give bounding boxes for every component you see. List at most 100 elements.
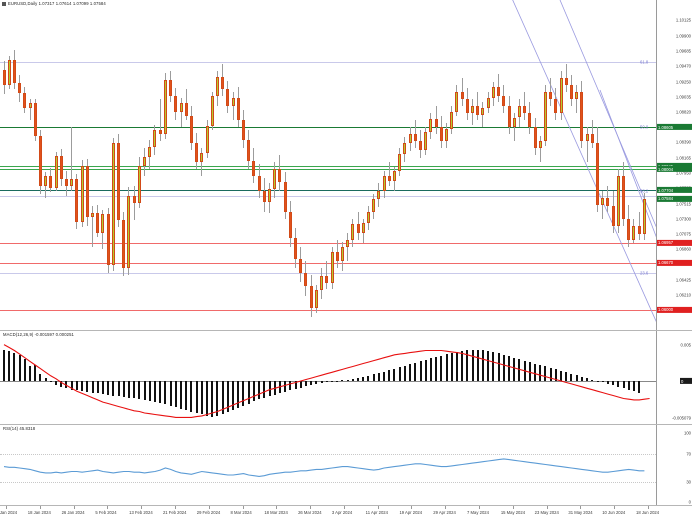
candlestick xyxy=(476,0,480,330)
candlestick xyxy=(117,0,121,330)
macd-histogram-bar xyxy=(221,381,224,415)
candle-body xyxy=(200,152,204,163)
date-axis-tick xyxy=(6,506,7,509)
candlestick xyxy=(434,0,438,330)
candle-wick xyxy=(201,148,203,177)
candlestick xyxy=(247,0,251,330)
macd-histogram-bar xyxy=(23,359,26,381)
macd-histogram-bar xyxy=(435,357,438,381)
candle-body xyxy=(195,142,199,163)
candle-wick xyxy=(159,99,161,142)
macd-histogram-bar xyxy=(18,354,21,381)
candlestick xyxy=(627,0,631,330)
price-plot-area[interactable]: 61.8 50.0 38.2 23.6 xyxy=(0,0,656,330)
candle-wick xyxy=(461,78,463,107)
candlestick xyxy=(236,0,240,330)
macd-histogram-bar xyxy=(34,365,37,381)
rsi-axis-label: 0 xyxy=(688,499,691,505)
macd-plot-area[interactable] xyxy=(0,331,656,424)
macd-histogram-bar xyxy=(554,369,557,381)
date-axis-tick xyxy=(310,506,312,509)
candle-body xyxy=(309,285,313,309)
date-axis-tick xyxy=(276,506,278,509)
candlestick xyxy=(91,0,94,330)
macd-histogram-bar xyxy=(622,381,625,389)
candle-wick xyxy=(347,232,349,261)
candle-body xyxy=(257,176,261,191)
date-axis-tick xyxy=(648,506,649,509)
price-axis-label: 1.08390 xyxy=(675,139,691,145)
price-tag: 1.08004 xyxy=(657,166,692,173)
date-axis-tick xyxy=(512,506,514,509)
candle-body xyxy=(377,190,381,199)
candle-body xyxy=(622,176,626,219)
candle-wick xyxy=(638,211,640,240)
candle-body xyxy=(54,156,58,188)
candle-body xyxy=(611,205,615,226)
candle-body xyxy=(491,86,495,98)
candle-body xyxy=(44,176,48,187)
macd-histogram-bar xyxy=(75,381,78,391)
date-axis-tick xyxy=(174,506,176,509)
macd-histogram-bar xyxy=(206,381,209,416)
candlestick xyxy=(481,0,485,330)
candlestick xyxy=(590,0,594,330)
candlestick xyxy=(543,0,547,330)
candlestick xyxy=(96,0,100,330)
candlestick xyxy=(221,0,225,330)
candle-body xyxy=(507,106,511,128)
candlestick xyxy=(512,0,516,330)
candlestick xyxy=(356,0,360,330)
candle-body xyxy=(137,165,141,204)
candle-body xyxy=(398,154,402,171)
candle-wick xyxy=(326,260,328,289)
price-level-line xyxy=(0,62,656,64)
candlestick xyxy=(585,0,589,330)
candle-wick xyxy=(388,162,390,187)
candle-wick xyxy=(92,205,93,247)
candlestick xyxy=(340,0,344,330)
rsi-line xyxy=(3,458,645,477)
collapse-icon[interactable] xyxy=(2,2,6,6)
price-axis-label: 1.06425 xyxy=(675,277,691,283)
candle-body xyxy=(241,120,245,140)
candlestick xyxy=(101,0,105,330)
candlestick xyxy=(377,0,381,330)
date-axis-tick xyxy=(377,506,379,509)
candlestick xyxy=(559,0,563,330)
time-axis: 10 Jan 2024 18 Jan 2024 26 Jan 2024 5 Feb 2… xyxy=(0,505,692,519)
candle-body xyxy=(372,198,376,212)
candle-body xyxy=(533,127,537,149)
candle-wick xyxy=(539,135,541,163)
candlestick xyxy=(278,0,282,330)
macd-histogram-bar xyxy=(508,356,511,381)
candlestick xyxy=(294,0,298,330)
candle-body xyxy=(59,156,63,180)
candle-body xyxy=(392,170,396,181)
candlestick xyxy=(262,0,266,330)
price-axis-label: 1.09035 xyxy=(675,94,691,100)
candle-body xyxy=(590,134,594,143)
candlestick xyxy=(465,0,469,330)
candlestick xyxy=(304,0,308,330)
macd-histogram-bar xyxy=(409,364,412,381)
candle-body xyxy=(85,165,89,218)
macd-histogram-bar xyxy=(632,381,635,392)
macd-histogram-bar xyxy=(44,378,47,381)
candlestick xyxy=(226,0,230,330)
macd-histogram-bar xyxy=(315,381,318,384)
candle-body xyxy=(111,142,115,265)
rsi-axis-label: 70 xyxy=(686,451,691,457)
price-axis-label: 1.09900 xyxy=(675,33,691,39)
macd-histogram-bar xyxy=(180,381,183,409)
candlestick xyxy=(450,0,454,330)
candle-body xyxy=(226,88,230,107)
date-axis-label: 23 May 2024 xyxy=(534,510,559,515)
candlestick xyxy=(2,0,6,330)
candle-body xyxy=(476,106,480,115)
date-axis-label: 8 Mar 2024 xyxy=(230,510,252,515)
rsi-plot-area[interactable] xyxy=(0,425,656,505)
candle-body xyxy=(549,92,553,100)
candle-body xyxy=(75,179,79,223)
